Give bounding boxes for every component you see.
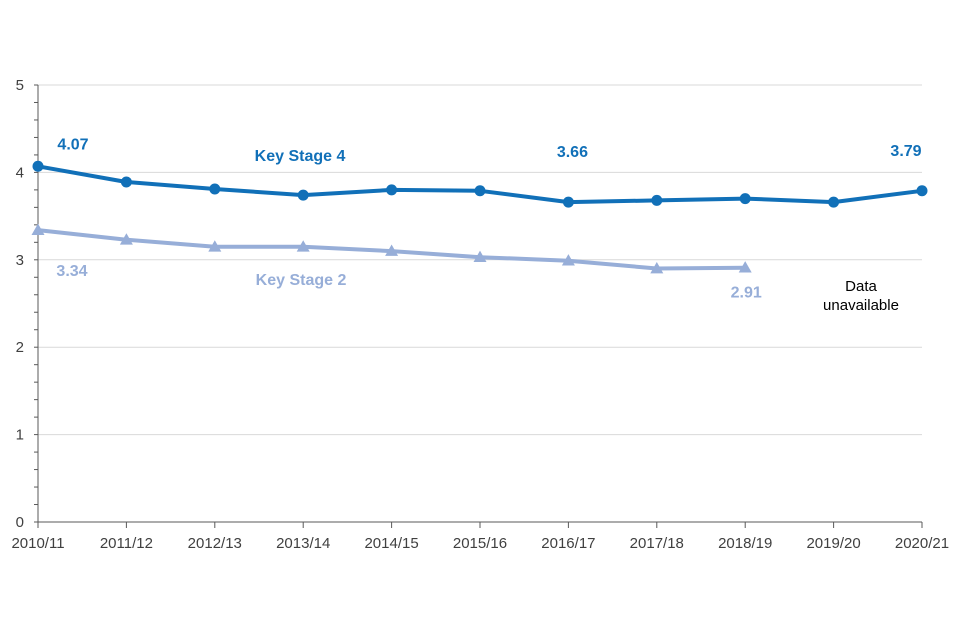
- x-tick-label-2011/12: 2011/12: [100, 535, 153, 552]
- series-lines: [31, 160, 928, 274]
- y-tick-label-4: 4: [16, 164, 24, 181]
- marker-key-stage-2-2017/18: [650, 262, 664, 274]
- data-label-key-stage-4-2010/11: 4.07: [57, 136, 88, 153]
- marker-key-stage-2-2010/11: [31, 223, 45, 235]
- x-tick-label-2020/21: 2020/21: [895, 535, 949, 552]
- marker-key-stage-4-2018/19: [739, 193, 751, 205]
- x-tick-label-2013/14: 2013/14: [276, 535, 330, 552]
- annotation-data: Data: [845, 278, 877, 295]
- marker-key-stage-4-2012/13: [209, 183, 221, 195]
- y-tick-label-3: 3: [16, 252, 24, 269]
- marker-key-stage-2-2011/12: [119, 233, 133, 245]
- x-tick-label-2015/16: 2015/16: [453, 535, 507, 552]
- marker-key-stage-4-2019/20: [828, 196, 840, 208]
- data-label-key-stage-4-2020/21: 3.79: [890, 143, 921, 160]
- x-tick-label-2010/11: 2010/11: [11, 535, 64, 552]
- marker-key-stage-4-2014/15: [386, 184, 398, 196]
- x-tick-label-2019/20: 2019/20: [806, 535, 860, 552]
- chart-labels: Key Stage 4 Key Stage 2 Data unavailable…: [56, 136, 921, 314]
- y-tick-label-5: 5: [16, 77, 24, 94]
- y-tick-label-0: 0: [16, 514, 24, 531]
- marker-key-stage-2-2015/16: [473, 250, 487, 263]
- marker-key-stage-2-2014/15: [385, 244, 399, 256]
- data-label-key-stage-2-2010/11: 3.34: [56, 263, 87, 280]
- series-line-key-stage-4: [36, 164, 924, 205]
- x-tick-label-2016/17: 2016/17: [541, 535, 595, 552]
- marker-key-stage-2-2013/14: [296, 240, 310, 252]
- data-label-key-stage-4-2016/17: 3.66: [557, 144, 588, 161]
- marker-key-stage-4-2017/18: [651, 194, 663, 206]
- marker-key-stage-2-2012/13: [208, 240, 222, 252]
- marker-key-stage-4-2010/11: [32, 160, 44, 172]
- y-tick-label-2: 2: [16, 339, 24, 356]
- marker-key-stage-2-2018/19: [738, 261, 752, 273]
- series-label-key-stage-4: Key Stage 4: [255, 148, 346, 165]
- series-label-key-stage-2: Key Stage 2: [256, 272, 347, 289]
- data-label-key-stage-2-2018/19: 2.91: [731, 285, 762, 302]
- marker-key-stage-2-2016/17: [561, 254, 575, 266]
- annotation-unavailable: unavailable: [823, 297, 899, 314]
- x-tick-label-2012/13: 2012/13: [188, 535, 242, 552]
- y-tick-label-1: 1: [16, 427, 24, 444]
- marker-key-stage-4-2016/17: [562, 196, 574, 208]
- x-tick-label-2017/18: 2017/18: [630, 535, 684, 552]
- marker-key-stage-4-2011/12: [120, 176, 132, 188]
- marker-key-stage-4-2013/14: [297, 189, 309, 201]
- axes: 0 1 2 3 4 5 2010/11 2011/12 2012/13 2013/14 2014/1…: [11, 77, 949, 552]
- x-tick-label-2014/15: 2014/15: [364, 535, 418, 552]
- marker-key-stage-4-2020/21: [916, 185, 928, 197]
- x-tick-label-2018/19: 2018/19: [718, 535, 772, 552]
- marker-key-stage-4-2015/16: [474, 185, 486, 197]
